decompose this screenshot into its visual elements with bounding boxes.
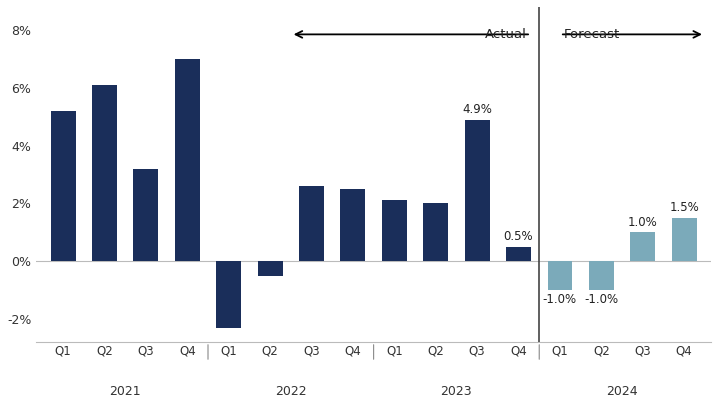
Text: -1.0%: -1.0% [543,294,577,306]
Bar [672,218,696,261]
Bar [465,120,490,261]
Bar [175,59,200,261]
Bar [258,261,282,276]
Text: Actual: Actual [485,28,527,41]
Text: 4.9%: 4.9% [462,103,492,116]
Text: 2021: 2021 [109,385,141,399]
Bar [506,246,531,261]
Bar [589,261,614,290]
Text: -1.0%: -1.0% [584,294,618,306]
Bar [92,85,117,261]
Text: 1.5%: 1.5% [669,201,699,214]
Text: 0.5%: 0.5% [504,230,533,243]
Bar [548,261,572,290]
Bar [382,201,406,261]
Bar [424,203,448,261]
Bar [299,186,324,261]
Text: 2022: 2022 [275,385,307,399]
Text: Forecast: Forecast [564,28,620,41]
Text: 1.0%: 1.0% [628,216,658,229]
Bar [216,261,241,327]
Text: 2023: 2023 [441,385,472,399]
Bar [51,111,75,261]
Bar [630,232,655,261]
Text: 2024: 2024 [606,385,638,399]
Bar [340,189,365,261]
Bar [134,168,159,261]
